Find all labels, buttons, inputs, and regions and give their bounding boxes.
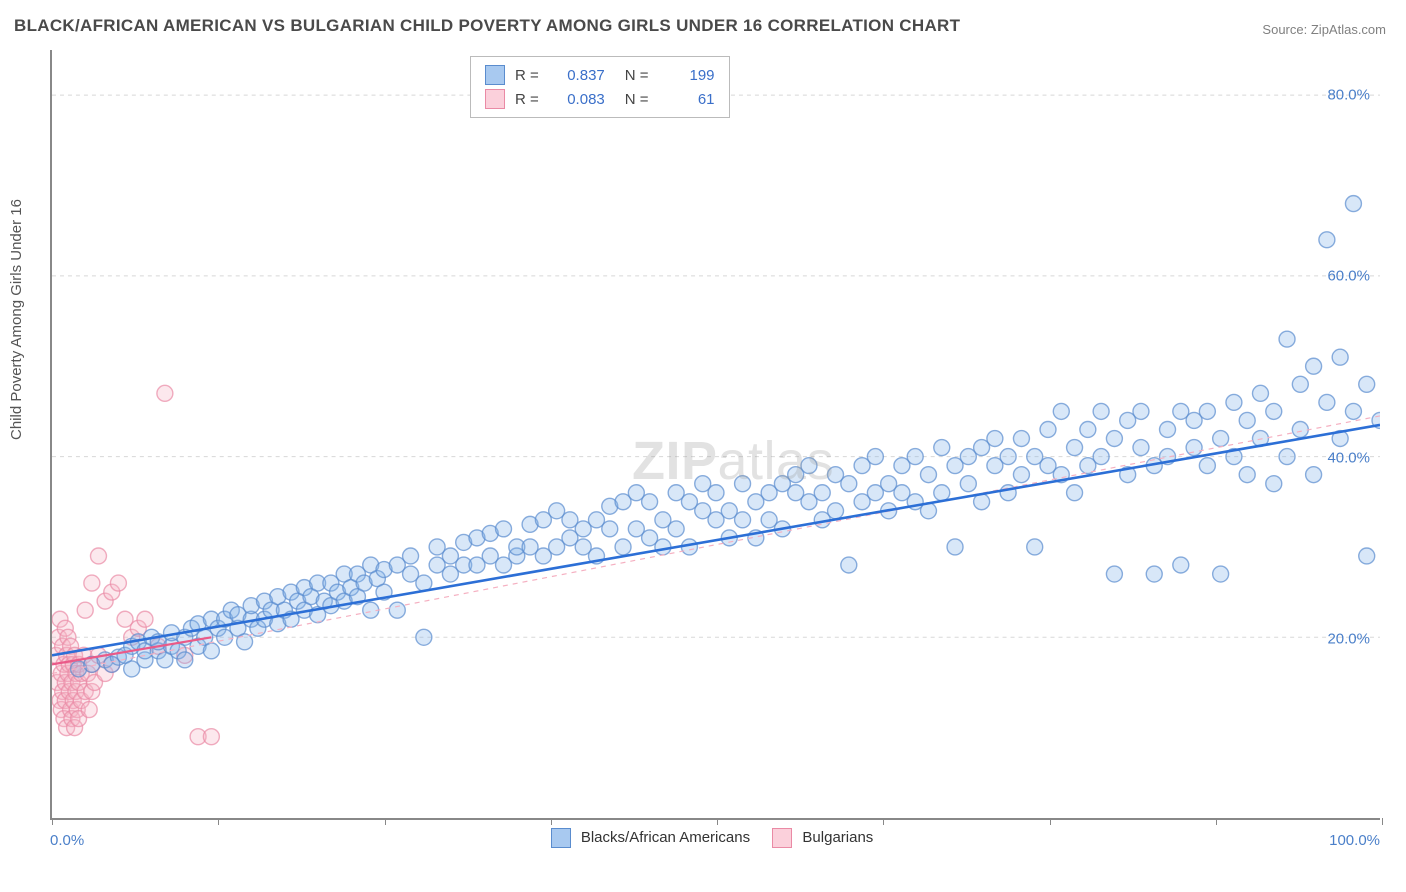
x-tick-mark <box>218 818 219 825</box>
plot-area: 20.0% 40.0% 60.0% 80.0% ZIPatlas <box>50 50 1380 820</box>
swatch-pink-bottom <box>772 828 792 848</box>
swatch-blue-bottom <box>551 828 571 848</box>
series-legend: Blacks/African Americans Bulgarians <box>0 828 1406 848</box>
x-tick-mark <box>52 818 53 825</box>
x-tick-mark <box>717 818 718 825</box>
y-tick-label: 60.0% <box>1327 268 1370 285</box>
y-tick-label: 40.0% <box>1327 449 1370 466</box>
source-label: Source: <box>1262 22 1307 37</box>
legend-label-bulgarians: Bulgarians <box>802 829 873 846</box>
x-tick-mark <box>1216 818 1217 825</box>
source-attribution: Source: ZipAtlas.com <box>1262 22 1386 37</box>
x-tick-mark <box>385 818 386 825</box>
x-tick-mark <box>883 818 884 825</box>
watermark: ZIPatlas <box>632 430 834 492</box>
legend-label-blacks: Blacks/African Americans <box>581 829 750 846</box>
chart-title: BLACK/AFRICAN AMERICAN VS BULGARIAN CHIL… <box>14 16 960 36</box>
y-tick-label: 20.0% <box>1327 630 1370 647</box>
swatch-blue <box>485 65 505 85</box>
legend-row-blacks: R =0.837 N =199 <box>485 63 715 87</box>
x-tick-mark <box>1382 818 1383 825</box>
correlation-legend: R =0.837 N =199 R =0.083 N =61 <box>470 56 730 118</box>
legend-row-bulgarians: R =0.083 N =61 <box>485 87 715 111</box>
x-tick-mark <box>1050 818 1051 825</box>
x-tick-mark <box>551 818 552 825</box>
y-axis-label: Child Poverty Among Girls Under 16 <box>8 199 25 440</box>
source-link[interactable]: ZipAtlas.com <box>1311 22 1386 37</box>
y-tick-label: 80.0% <box>1327 87 1370 104</box>
swatch-pink <box>485 89 505 109</box>
